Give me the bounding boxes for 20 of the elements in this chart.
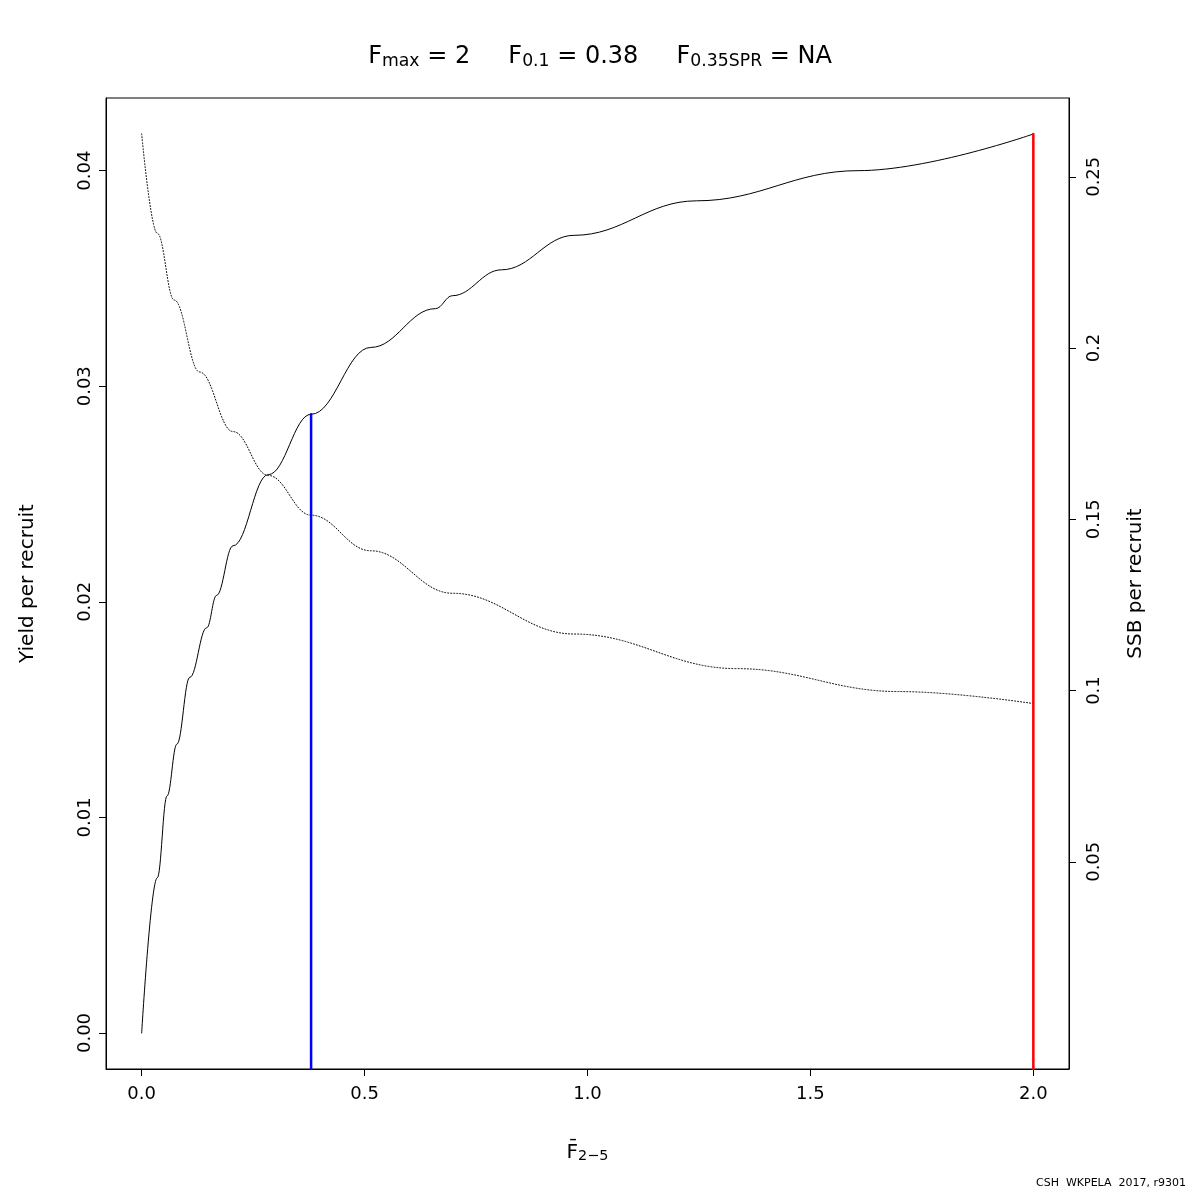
line-series [141,133,1034,1034]
y-tick-label: 0.04 [72,150,94,191]
y2-axis-title: SSB per recruit [1122,508,1146,659]
x-tick-label: 0.0 [127,1081,156,1103]
y2-tick-label: 0.25 [1081,156,1103,197]
y2-tick-label: 0.1 [1081,676,1103,705]
y2-tick-label: 0.15 [1081,499,1103,540]
y-tick-label: 0.01 [72,797,94,838]
y-tick-label: 0.03 [72,366,94,407]
y-axis-title: Yield per recruit [14,503,38,664]
y2-tick-label: 0.05 [1081,841,1103,882]
y-tick-label: 0.02 [72,581,94,622]
x-axis-title: F̄2−5 [566,1137,609,1163]
x-tick-label: 1.0 [573,1081,602,1103]
text: CSH WKPELA 2017, r9301 [1036,1176,1187,1189]
y-tick-label: 0.00 [72,1012,94,1054]
y2-tick-label: 0.2 [1081,333,1103,363]
x-tick-label: 2.0 [1019,1081,1048,1103]
x-tick-label: 0.5 [350,1081,379,1103]
x-tick-label: 1.5 [796,1081,825,1103]
